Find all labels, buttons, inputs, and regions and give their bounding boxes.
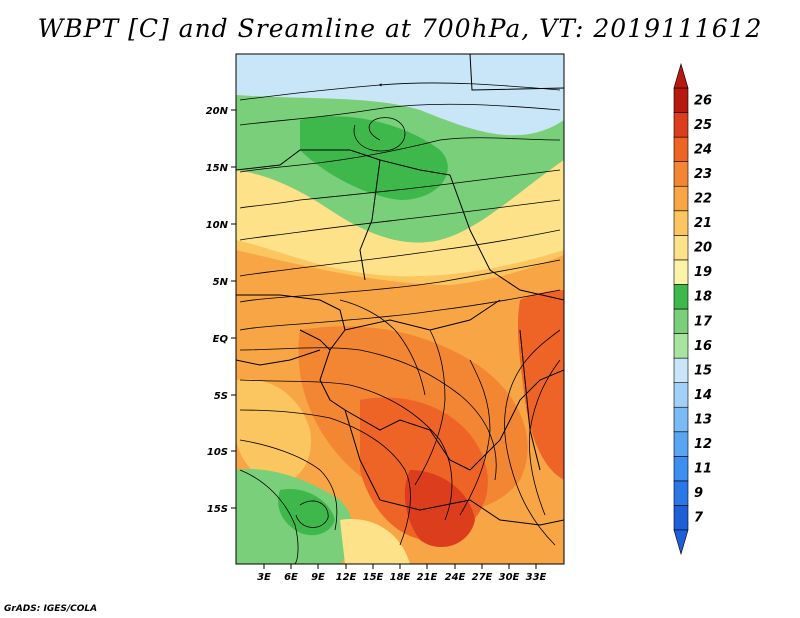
lon-tick-label: 9E	[311, 572, 325, 583]
colorbar-label: 18	[694, 290, 712, 305]
lat-tick-label: 15S	[207, 504, 228, 515]
lon-tick-label: 24E	[445, 572, 466, 583]
lat-tick-label: 20N	[206, 106, 229, 117]
colorbar-segment	[673, 308, 689, 334]
lat-tick-label: 10S	[207, 447, 228, 458]
colorbar-segment	[673, 431, 689, 457]
colorbar-segment	[673, 357, 689, 383]
colorbar-segment	[673, 210, 689, 236]
colorbar-label: 23	[694, 167, 712, 182]
streamlines	[239, 82, 561, 564]
colorbar: 7 9 11 12 13 14 15 16 17 18 19 20 21 22 23 24 25 26	[673, 62, 713, 556]
lat-axis: 20N 15N 10N 5N EQ 5S 10S 15S	[206, 106, 236, 515]
map-field	[236, 54, 564, 564]
lon-tick-label: 3E	[257, 572, 271, 583]
map-title: WBPT [C] and Sreamline at 700hPa, VT: 20…	[37, 14, 763, 43]
country-borders	[236, 54, 564, 526]
colorbar-label: 19	[694, 265, 712, 280]
lon-tick-label: 33E	[526, 572, 547, 583]
colorbar-segment	[673, 505, 689, 531]
lat-tick-label: EQ	[213, 334, 229, 345]
colorbar-segment	[673, 259, 689, 285]
lon-tick-label: 18E	[390, 572, 411, 583]
colorbar-label: 11	[694, 462, 712, 477]
colorbar-label: 7	[694, 511, 704, 526]
colorbar-label: 26	[694, 93, 712, 108]
lat-tick-label: 5S	[214, 391, 228, 402]
colorbar-segment	[673, 235, 689, 261]
colorbar-segment	[673, 456, 689, 482]
colorbar-segment	[673, 284, 689, 310]
colorbar-segment	[673, 406, 689, 433]
colorbar-segment	[673, 136, 689, 162]
colorbar-label: 14	[694, 388, 712, 403]
colorbar-segment	[673, 480, 689, 506]
colorbar-max-arrow	[673, 62, 689, 89]
colorbar-label: 16	[694, 339, 712, 354]
colorbar-label: 24	[694, 142, 712, 157]
colorbar-segment	[673, 333, 689, 359]
lat-tick-label: 5N	[213, 277, 229, 288]
lon-tick-label: 27E	[472, 572, 493, 583]
colorbar-label: 13	[694, 413, 712, 428]
colorbar-label: 20	[694, 241, 712, 256]
lon-tick-label: 12E	[336, 572, 357, 583]
lon-tick-label: 15E	[363, 572, 384, 583]
colorbar-label: 17	[694, 314, 713, 329]
colorbar-segment	[673, 161, 689, 187]
colorbar-label: 15	[694, 363, 712, 378]
colorbar-label: 25	[694, 118, 712, 133]
lon-tick-label: 30E	[499, 572, 520, 583]
colorbar-label: 9	[694, 486, 703, 501]
colorbar-segment	[673, 87, 689, 113]
colorbar-segment	[673, 382, 689, 408]
lon-tick-label: 6E	[284, 572, 298, 583]
colorbar-label: 22	[694, 192, 712, 207]
lat-tick-label: 15N	[206, 163, 229, 174]
colorbar-label: 21	[694, 216, 712, 231]
colorbar-min-arrow	[673, 529, 689, 556]
colorbar-label: 12	[694, 437, 712, 452]
lon-tick-label: 21E	[417, 572, 438, 583]
colorbar-segment	[673, 112, 689, 138]
lat-tick-label: 10N	[206, 220, 229, 231]
colorbar-segment	[673, 185, 689, 212]
footer-credit: GrADS: IGES/COLA	[4, 604, 98, 614]
lon-axis: 3E 6E 9E 12E 15E 18E 21E 24E 27E 30E 33E	[257, 564, 547, 583]
